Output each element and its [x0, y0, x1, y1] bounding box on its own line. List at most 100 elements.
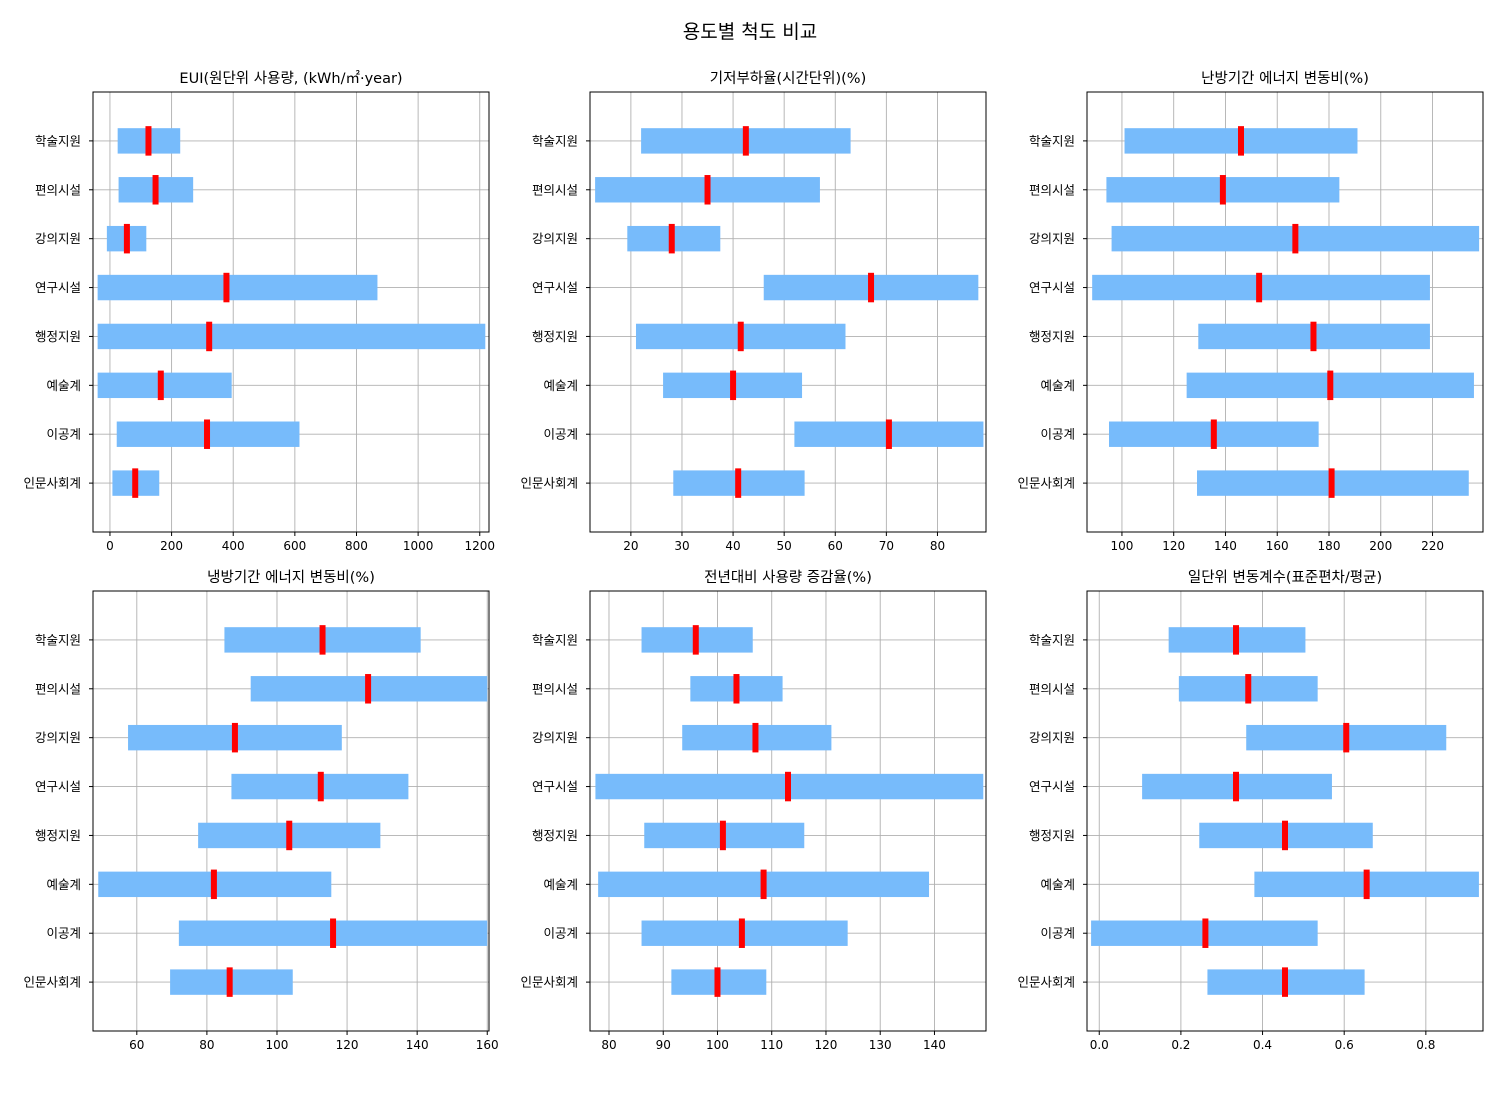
- category-label: 연구시설: [532, 280, 578, 295]
- x-tick-label: 800: [345, 539, 368, 553]
- bars-group: [1092, 126, 1480, 498]
- median-marker: [330, 918, 337, 948]
- median-marker: [1256, 272, 1263, 303]
- median-marker: [145, 126, 152, 156]
- x-tick-label: 80: [930, 539, 945, 553]
- median-marker: [1238, 126, 1244, 156]
- x-tick-label: 0.6: [1335, 1038, 1354, 1052]
- median-marker: [206, 321, 213, 352]
- category-label: 이공계: [46, 926, 81, 941]
- x-tick-label: 100: [706, 1038, 729, 1052]
- category-label: 이공계: [46, 427, 81, 442]
- x-tick-label: 0: [106, 539, 114, 553]
- x-tick-label: 120: [815, 1038, 838, 1052]
- category-label: 연구시설: [35, 280, 81, 295]
- category-label: 이공계: [543, 427, 578, 442]
- category-label: 행정지원: [35, 329, 81, 344]
- median-marker: [1328, 468, 1335, 498]
- category-label: 인문사회계: [23, 975, 81, 990]
- median-marker: [132, 468, 139, 498]
- median-marker: [210, 869, 217, 900]
- category-label: 편의시설: [35, 681, 81, 696]
- median-marker: [785, 771, 791, 802]
- category-label: 학술지원: [35, 632, 81, 647]
- chart-panel-1: EUI(원단위 사용량, (kWh/㎡·year) 0 200 400 600 800 10…: [23, 70, 495, 553]
- x-tick-label: 30: [674, 539, 689, 553]
- category-label: 강의지원: [35, 730, 81, 745]
- x-tick-label: 200: [1369, 539, 1392, 553]
- median-marker: [760, 869, 767, 900]
- axes-frame: [589, 91, 987, 533]
- panel-title: 일단위 변동계수(표준편차/평균): [1188, 569, 1382, 586]
- category-label: 연구시설: [1029, 280, 1075, 295]
- panel-title: 기저부하율(시간단위)(%): [710, 70, 866, 87]
- bars-group: [595, 625, 984, 997]
- category-label: 예술계: [1040, 378, 1075, 393]
- category-label: 이공계: [1040, 427, 1075, 442]
- median-marker: [1233, 625, 1240, 655]
- median-marker: [735, 468, 742, 498]
- median-marker: [317, 771, 324, 802]
- category-label: 강의지원: [35, 231, 81, 246]
- bars-group: [595, 126, 984, 498]
- median-marker: [223, 272, 230, 303]
- bars-group: [97, 126, 486, 498]
- median-marker: [1202, 918, 1209, 948]
- category-label: 예술계: [46, 877, 81, 892]
- median-marker: [1363, 869, 1370, 900]
- median-marker: [868, 272, 875, 303]
- x-tick-label: 90: [656, 1038, 671, 1052]
- median-marker: [123, 223, 130, 254]
- category-label: 인문사회계: [1017, 476, 1075, 491]
- median-marker: [752, 722, 759, 753]
- axes-frame: [1086, 590, 1484, 1032]
- median-marker: [152, 175, 159, 205]
- x-tick-label: 60: [129, 1038, 144, 1052]
- x-tick-label: 130: [869, 1038, 892, 1052]
- category-label: 학술지원: [35, 133, 81, 148]
- median-marker: [1210, 419, 1217, 449]
- x-tick-label: 400: [222, 539, 245, 553]
- range-bar: [97, 274, 378, 301]
- category-label: 이공계: [1040, 926, 1075, 941]
- chart-panel-3: 난방기간 에너지 변동비(%) 100 120 140 160 180 200 220 학술지원…: [1017, 70, 1484, 553]
- x-tick-label: 200: [160, 539, 183, 553]
- category-label: 연구시설: [532, 779, 578, 794]
- x-tick-label: 0.8: [1416, 1038, 1435, 1052]
- x-tick-label: 0.2: [1171, 1038, 1190, 1052]
- category-label: 학술지원: [1029, 632, 1075, 647]
- figure-title: 용도별 척도 비교: [683, 21, 817, 43]
- median-marker: [719, 820, 726, 851]
- median-marker: [1282, 967, 1288, 997]
- median-marker: [286, 820, 293, 851]
- category-label: 인문사회계: [1017, 975, 1075, 990]
- category-label: 예술계: [1040, 877, 1075, 892]
- x-tick-label: 180: [1318, 539, 1341, 553]
- axes-frame: [589, 590, 987, 1032]
- median-marker: [692, 625, 699, 655]
- category-label: 이공계: [543, 926, 578, 941]
- median-marker: [668, 223, 675, 254]
- category-label: 행정지원: [532, 828, 578, 843]
- category-label: 행정지원: [35, 828, 81, 843]
- category-label: 편의시설: [532, 182, 578, 197]
- median-marker: [365, 674, 372, 704]
- category-label: 학술지원: [532, 632, 578, 647]
- x-tick-label: 140: [1214, 539, 1237, 553]
- median-marker: [1310, 321, 1317, 352]
- median-marker: [231, 722, 238, 753]
- x-tick-label: 60: [828, 539, 843, 553]
- panel-title: EUI(원단위 사용량, (kWh/㎡·year): [179, 70, 402, 87]
- category-label: 강의지원: [1029, 730, 1075, 745]
- category-label: 예술계: [543, 378, 578, 393]
- median-marker: [730, 370, 737, 401]
- category-label: 인문사회계: [23, 476, 81, 491]
- category-label: 편의시설: [1029, 681, 1075, 696]
- x-tick-label: 70: [879, 539, 894, 553]
- x-tick-label: 50: [777, 539, 792, 553]
- category-label: 행정지원: [532, 329, 578, 344]
- category-label: 연구시설: [1029, 779, 1075, 794]
- median-marker: [704, 175, 711, 205]
- category-label: 강의지원: [532, 231, 578, 246]
- x-tick-label: 1200: [464, 539, 495, 553]
